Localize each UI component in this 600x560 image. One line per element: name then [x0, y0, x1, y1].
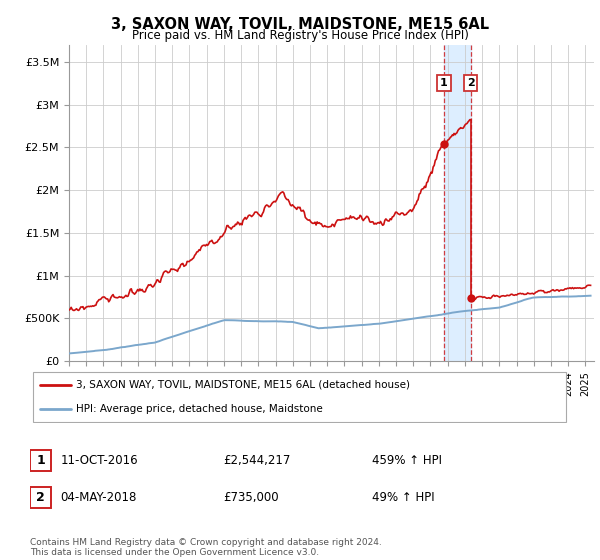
- Text: Contains HM Land Registry data © Crown copyright and database right 2024.
This d: Contains HM Land Registry data © Crown c…: [30, 538, 382, 557]
- Text: 04-MAY-2018: 04-MAY-2018: [61, 491, 137, 504]
- Text: 1: 1: [36, 454, 45, 467]
- Text: £735,000: £735,000: [223, 491, 279, 504]
- Text: 11-OCT-2016: 11-OCT-2016: [61, 454, 138, 467]
- Text: 3, SAXON WAY, TOVIL, MAIDSTONE, ME15 6AL: 3, SAXON WAY, TOVIL, MAIDSTONE, ME15 6AL: [111, 17, 489, 32]
- FancyBboxPatch shape: [30, 450, 51, 470]
- FancyBboxPatch shape: [33, 372, 566, 422]
- Text: £2,544,217: £2,544,217: [223, 454, 290, 467]
- Bar: [444, 45, 471, 361]
- Text: 2: 2: [467, 78, 475, 88]
- Text: HPI: Average price, detached house, Maidstone: HPI: Average price, detached house, Maid…: [76, 404, 323, 414]
- Text: 1: 1: [440, 78, 448, 88]
- Text: 49% ↑ HPI: 49% ↑ HPI: [372, 491, 435, 504]
- FancyBboxPatch shape: [30, 487, 51, 507]
- Text: 2: 2: [36, 491, 45, 504]
- Text: 459% ↑ HPI: 459% ↑ HPI: [372, 454, 442, 467]
- Text: 3, SAXON WAY, TOVIL, MAIDSTONE, ME15 6AL (detached house): 3, SAXON WAY, TOVIL, MAIDSTONE, ME15 6AL…: [76, 380, 410, 390]
- Text: Price paid vs. HM Land Registry's House Price Index (HPI): Price paid vs. HM Land Registry's House …: [131, 29, 469, 42]
